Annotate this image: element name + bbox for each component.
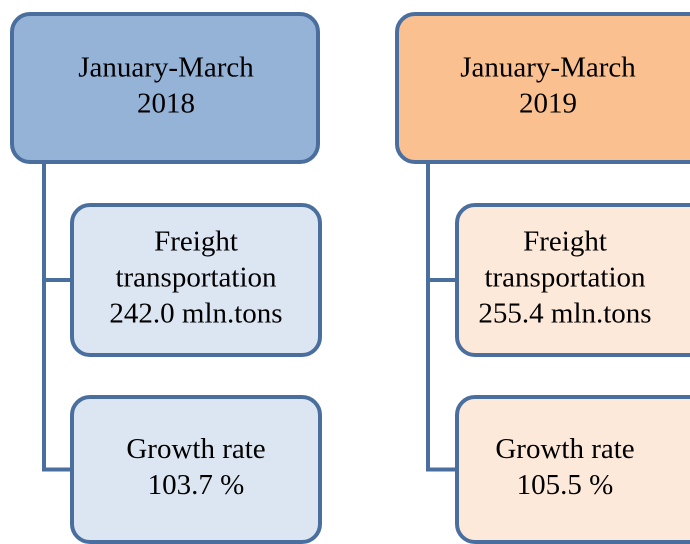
item-text: 242.0 mln.tons [109,298,282,330]
item-text: Growth rate [126,433,265,465]
item-text: 255.4 mln.tons [478,298,651,330]
item-text: 105.5 % [517,469,614,501]
item-text: Growth rate [495,433,634,465]
item-text: transportation [484,262,646,294]
item-text: 103.7 % [148,469,245,501]
item-box [455,395,690,544]
header-text: 2018 [137,88,195,120]
header-text: January-March [78,52,254,84]
header-box [10,12,320,164]
item-text: Freight [523,226,607,258]
header-text: 2019 [519,88,577,120]
item-text: transportation [115,262,277,294]
header-text: January-March [460,52,636,84]
item-text: Freight [154,226,238,258]
item-box [455,203,690,357]
header-box [395,12,690,164]
item-box [70,203,322,357]
item-box [70,395,322,544]
